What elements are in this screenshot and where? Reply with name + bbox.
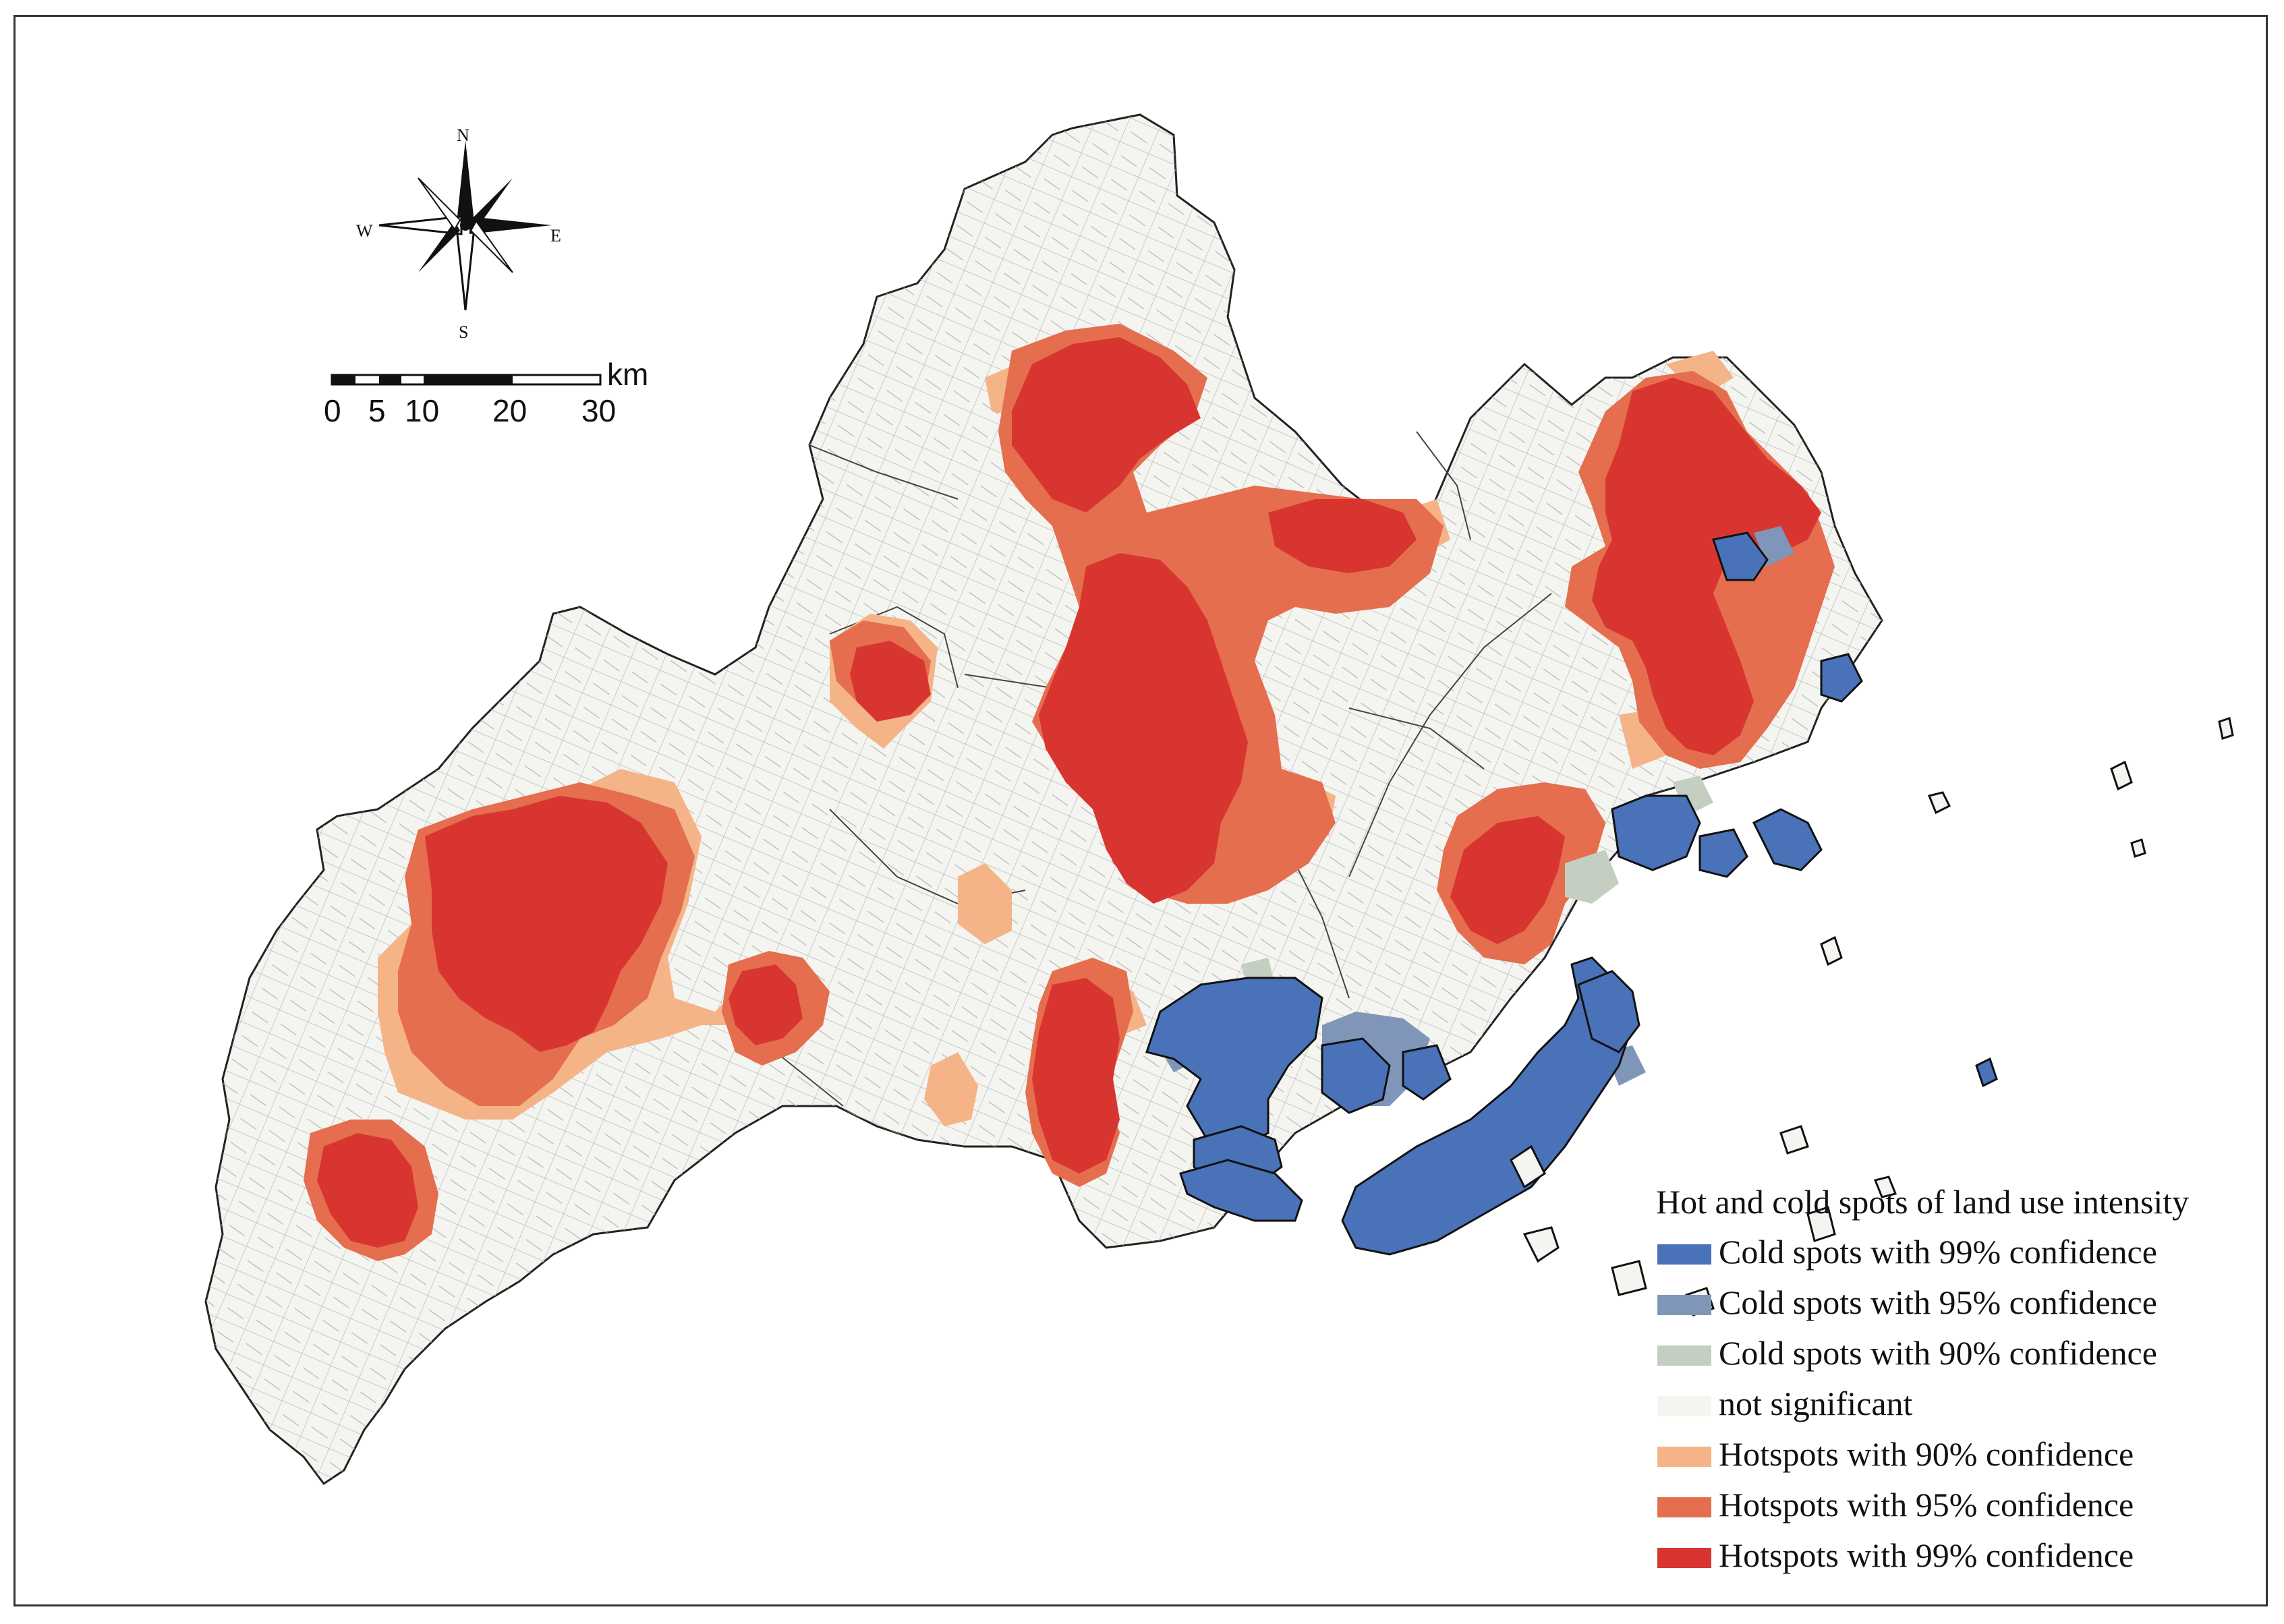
legend-label: Cold spots with 99% confidence: [1719, 1233, 2157, 1271]
legend-item: not significant: [1656, 1381, 2263, 1428]
islands: [1510, 717, 2234, 1316]
legend-label: Hotspots with 95% confidence: [1719, 1486, 2134, 1524]
legend-title: Hot and cold spots of land use intensity: [1656, 1183, 2190, 1221]
scale-bar: [331, 374, 602, 386]
compass-west-label: W: [356, 221, 373, 241]
region-mainland: [204, 113, 1883, 1486]
legend-swatch: [1657, 1345, 1711, 1366]
legend-swatch: [1657, 1396, 1711, 1416]
compass-south-label: S: [459, 322, 469, 342]
legend-swatch: [1657, 1295, 1711, 1315]
legend-label: Cold spots with 95% confidence: [1719, 1283, 2157, 1321]
legend-item: Cold spots with 99% confidence: [1656, 1229, 2263, 1277]
legend-label: Cold spots with 90% confidence: [1719, 1334, 2157, 1372]
legend-item: Hotspots with 90% confidence: [1656, 1432, 2263, 1479]
legend-item: Cold spots with 95% confidence: [1656, 1280, 2263, 1327]
legend-label: Hotspots with 90% confidence: [1719, 1435, 2134, 1473]
legend-item: Hotspots with 95% confidence: [1656, 1482, 2263, 1530]
compass-north-label: N: [457, 125, 469, 145]
legend-swatch: [1657, 1548, 1711, 1568]
legend-swatch: [1657, 1497, 1711, 1517]
legend-item: Hotspots with 99% confidence: [1656, 1533, 2263, 1580]
legend-label: Hotspots with 99% confidence: [1719, 1536, 2134, 1574]
compass-east-label: E: [550, 226, 561, 245]
legend-swatch: [1657, 1447, 1711, 1467]
legend-label: not significant: [1719, 1385, 1913, 1422]
scale-tick: 0: [324, 393, 341, 428]
coldspots-99: [1145, 531, 1998, 1256]
scale-tick: 30: [581, 393, 617, 428]
scale-tick: 5: [368, 393, 386, 428]
hotspots-99: [317, 337, 1821, 1248]
compass-rose-icon: [378, 140, 552, 311]
scale-tick: 10: [405, 393, 440, 428]
scale-unit: km: [607, 357, 649, 392]
scale-tick: 20: [492, 393, 527, 428]
legend-swatch: [1657, 1244, 1711, 1265]
legend-item: Cold spots with 90% confidence: [1656, 1331, 2263, 1378]
